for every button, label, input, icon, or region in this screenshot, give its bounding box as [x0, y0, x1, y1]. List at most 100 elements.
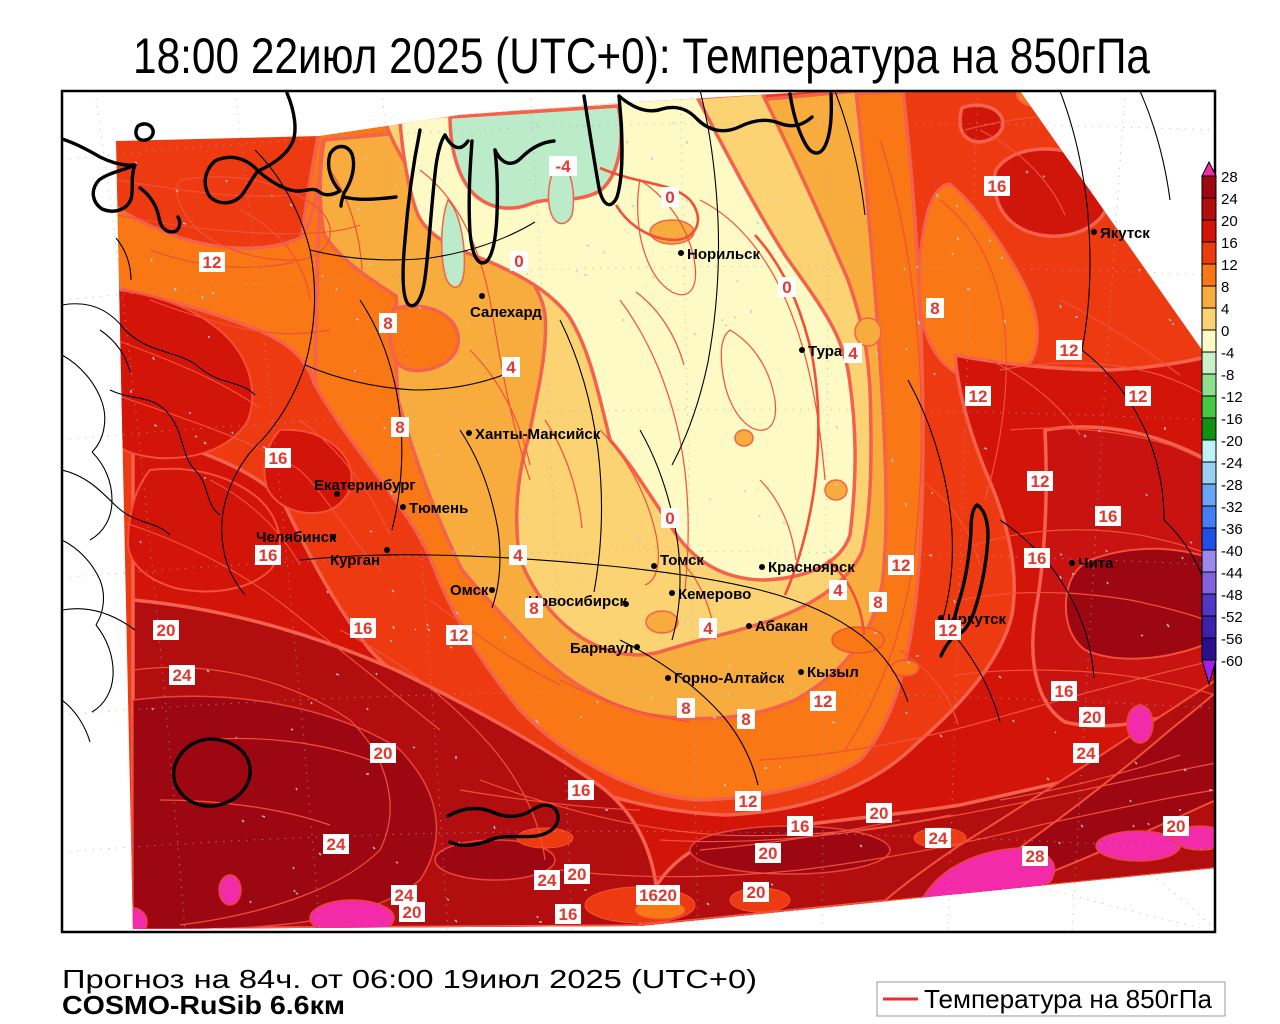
svg-text:Салехард: Салехард — [470, 304, 542, 321]
svg-text:Красноярск: Красноярск — [768, 559, 855, 576]
svg-text:20: 20 — [157, 621, 176, 640]
svg-text:16: 16 — [559, 905, 578, 924]
svg-text:Температура на 850гПа: Температура на 850гПа — [924, 984, 1213, 1014]
svg-text:Ханты-Мансийск: Ханты-Мансийск — [475, 426, 601, 443]
svg-text:0: 0 — [665, 188, 674, 207]
svg-text:COSMO-RuSib 6.6км: COSMO-RuSib 6.6км — [62, 990, 345, 1020]
svg-text:20: 20 — [1083, 708, 1102, 727]
svg-text:16: 16 — [1055, 682, 1074, 701]
svg-text:4: 4 — [833, 581, 843, 600]
svg-text:-56: -56 — [1221, 631, 1243, 648]
svg-text:Прогноз на 84ч. от 06:00 19июл: Прогноз на 84ч. от 06:00 19июл 2025 (UTC… — [62, 964, 757, 994]
svg-text:12: 12 — [203, 253, 222, 272]
svg-text:12: 12 — [1221, 257, 1238, 274]
svg-text:28: 28 — [1221, 169, 1238, 186]
svg-text:-32: -32 — [1221, 499, 1243, 516]
svg-text:20: 20 — [747, 883, 766, 902]
svg-text:Иркутск: Иркутск — [947, 611, 1006, 628]
svg-text:16: 16 — [259, 546, 278, 565]
svg-text:16: 16 — [269, 449, 288, 468]
svg-text:Томск: Томск — [660, 552, 704, 569]
svg-text:8: 8 — [873, 593, 882, 612]
svg-text:4: 4 — [848, 344, 858, 363]
svg-text:20: 20 — [759, 844, 778, 863]
svg-text:Новосибирск: Новосибирск — [528, 593, 628, 610]
svg-text:20: 20 — [403, 903, 422, 922]
svg-text:4: 4 — [506, 358, 516, 377]
svg-text:Кемерово: Кемерово — [678, 586, 751, 603]
svg-text:4: 4 — [703, 619, 713, 638]
svg-text:18:00 22июл 2025 (UTC+0): Темп: 18:00 22июл 2025 (UTC+0): Температура на… — [133, 28, 1150, 84]
svg-text:Абакан: Абакан — [755, 618, 808, 635]
svg-text:12: 12 — [1060, 341, 1079, 360]
svg-text:16: 16 — [791, 817, 810, 836]
svg-text:Курган: Курган — [330, 552, 380, 569]
svg-text:16: 16 — [1099, 507, 1118, 526]
svg-text:-48: -48 — [1221, 587, 1243, 604]
svg-text:-52: -52 — [1221, 609, 1243, 626]
svg-text:24: 24 — [929, 829, 948, 848]
svg-text:12: 12 — [739, 792, 758, 811]
svg-text:Кызыл: Кызыл — [807, 664, 859, 681]
svg-text:12: 12 — [1031, 472, 1050, 491]
svg-text:24: 24 — [1077, 744, 1096, 763]
svg-text:16: 16 — [1028, 549, 1047, 568]
svg-text:16: 16 — [572, 781, 591, 800]
svg-text:Горно-Алтайск: Горно-Алтайск — [674, 670, 785, 687]
svg-text:-4: -4 — [1221, 345, 1234, 362]
svg-text:8: 8 — [383, 314, 392, 333]
svg-text:-24: -24 — [1221, 455, 1243, 472]
svg-text:12: 12 — [939, 621, 958, 640]
svg-text:24: 24 — [173, 666, 192, 685]
svg-text:Тура: Тура — [808, 343, 843, 360]
svg-text:Норильск: Норильск — [687, 246, 760, 263]
svg-text:16: 16 — [354, 619, 373, 638]
svg-text:Барнаул: Барнаул — [570, 640, 633, 657]
svg-text:0: 0 — [1221, 323, 1229, 340]
svg-text:Якутск: Якутск — [1100, 225, 1150, 242]
svg-text:4: 4 — [513, 546, 523, 565]
svg-text:8: 8 — [741, 710, 750, 729]
svg-text:-44: -44 — [1221, 565, 1243, 582]
svg-text:12: 12 — [814, 692, 833, 711]
svg-text:12: 12 — [450, 626, 469, 645]
svg-text:-8: -8 — [1221, 367, 1234, 384]
svg-text:28: 28 — [1026, 847, 1045, 866]
svg-text:12: 12 — [969, 387, 988, 406]
svg-text:20: 20 — [870, 804, 889, 823]
svg-text:16: 16 — [988, 177, 1007, 196]
svg-text:0: 0 — [514, 252, 523, 271]
svg-text:24: 24 — [538, 871, 557, 890]
svg-text:Омск: Омск — [450, 582, 489, 599]
svg-text:24: 24 — [327, 835, 346, 854]
svg-text:Екатеринбург: Екатеринбург — [314, 477, 416, 494]
svg-text:Чита: Чита — [1078, 555, 1114, 572]
svg-text:-60: -60 — [1221, 653, 1243, 670]
svg-text:Челябинск: Челябинск — [256, 529, 337, 546]
svg-text:-16: -16 — [1221, 411, 1243, 428]
svg-text:12: 12 — [1129, 387, 1148, 406]
svg-text:20: 20 — [374, 744, 393, 763]
svg-text:20: 20 — [568, 865, 587, 884]
svg-text:1620: 1620 — [639, 886, 677, 905]
svg-text:8: 8 — [681, 699, 690, 718]
svg-text:8: 8 — [529, 599, 538, 618]
svg-text:24: 24 — [1221, 191, 1238, 208]
svg-text:-20: -20 — [1221, 433, 1243, 450]
svg-text:20: 20 — [1167, 817, 1186, 836]
svg-text:Тюмень: Тюмень — [409, 500, 468, 517]
svg-text:-12: -12 — [1221, 389, 1243, 406]
svg-text:-4: -4 — [555, 157, 571, 176]
svg-text:-40: -40 — [1221, 543, 1243, 560]
svg-text:8: 8 — [1221, 279, 1229, 296]
svg-text:8: 8 — [395, 418, 404, 437]
svg-text:24: 24 — [395, 886, 414, 905]
svg-text:20: 20 — [1221, 213, 1238, 230]
svg-text:4: 4 — [1221, 301, 1229, 318]
svg-text:16: 16 — [1221, 235, 1238, 252]
svg-text:-36: -36 — [1221, 521, 1243, 538]
svg-text:-28: -28 — [1221, 477, 1243, 494]
svg-text:8: 8 — [930, 299, 939, 318]
svg-text:0: 0 — [782, 278, 791, 297]
svg-text:12: 12 — [892, 556, 911, 575]
